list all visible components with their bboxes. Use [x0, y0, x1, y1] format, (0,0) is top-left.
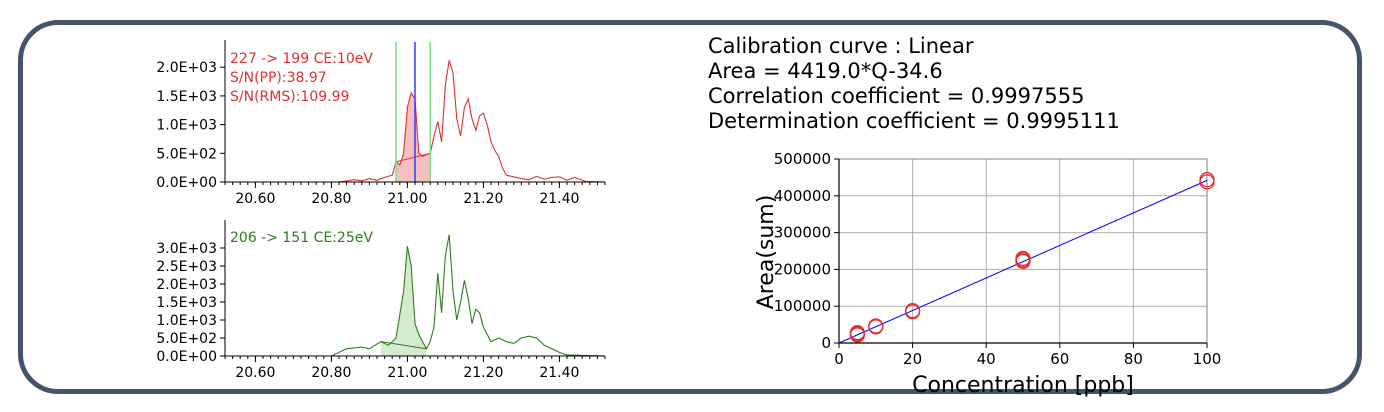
chrom1-x-tick-label-1: 20.80	[311, 191, 351, 207]
calib-point-4	[868, 318, 884, 334]
calibration-equation-text: Area = 4419.0*Q-34.6	[708, 59, 943, 83]
chrom2-y-tick-label-4: 2.0E+03	[156, 277, 217, 293]
chrom1-annotation-transition: 227 -> 199 CE:10eV	[230, 51, 373, 67]
calibration-chart: Concentration [ppb] Area(sum) 0100000200…	[754, 150, 1221, 398]
chrom2-y-tick-label-6: 3.0E+03	[156, 241, 217, 257]
chrom2-y-tick-label-2: 1.0E+03	[156, 313, 217, 329]
chrom1-y-tick-label-4: 2.0E+03	[156, 60, 217, 76]
calib-x-tick-label-1: 20	[903, 350, 922, 368]
calib-point-6	[904, 302, 921, 319]
calib-y-tick-label-3: 300000	[774, 224, 831, 242]
chrom2-x-tick-label-3: 21.20	[463, 365, 503, 381]
calib-fit-line	[838, 179, 1208, 344]
chrom1-x-tick-label-2: 21.00	[387, 191, 427, 207]
calib-y-tick-label-0: 0	[821, 334, 831, 352]
chrom1-x-tick-label-3: 21.20	[463, 191, 503, 207]
chrom1-y-tick-label-2: 1.0E+03	[156, 118, 217, 134]
chrom2-y-tick-label-0: 0.0E+00	[156, 349, 217, 365]
correlation-coefficient-text: Correlation coefficient = 0.9997555	[708, 84, 1084, 108]
rounded-frame	[18, 20, 1362, 394]
calib-x-tick-label-3: 60	[1050, 350, 1069, 368]
chrom1-y-tick-label-0: 0.0E+00	[156, 175, 217, 191]
chrom2-x-tick-label-0: 20.60	[235, 365, 275, 381]
chrom1-x-tick-label-4: 21.40	[539, 191, 579, 207]
chrom2-annotation-transition: 206 -> 151 CE:25eV	[230, 230, 373, 246]
chrom2-x-tick-label-4: 21.40	[539, 365, 579, 381]
calib-point-2	[849, 325, 866, 341]
chrom2-peak-area	[380, 246, 427, 356]
chrom1-x-tick-label-0: 20.60	[235, 191, 275, 207]
calib-y-tick-label-4: 400000	[774, 187, 831, 205]
calib-y-tick-label-5: 500000	[774, 150, 831, 168]
calib-y-tick-label-1: 100000	[774, 297, 831, 315]
calib-y-tick-label-2: 200000	[774, 260, 831, 278]
calib-point-11	[1199, 171, 1215, 188]
calib-point-9	[1015, 250, 1031, 267]
chrom2-trace	[225, 234, 606, 357]
chrom2-x-tick-label-1: 20.80	[311, 365, 351, 381]
chrom2-x-tick-label-2: 21.00	[387, 365, 427, 381]
calib-x-tick-label-5: 100	[1193, 350, 1222, 368]
calib-x-tick-label-4: 80	[1124, 350, 1143, 368]
chrom1-y-tick-label-3: 1.5E+03	[156, 89, 217, 105]
chrom2-y-tick-label-1: 5.0E+02	[156, 331, 217, 347]
chrom1-y-tick-label-1: 5.0E+02	[156, 146, 217, 162]
calib-x-tick-label-2: 40	[977, 350, 996, 368]
calibration-x-axis-title: Concentration [ppb]	[912, 373, 1134, 398]
chrom1-trace	[225, 60, 606, 183]
chromatogram-227-199: 227 -> 199 CE:10eV S/N(PP):38.97 S/N(RMS…	[156, 40, 606, 207]
calib-x-tick-label-0: 0	[834, 350, 844, 368]
determination-coefficient-text: Determination coefficient = 0.9995111	[708, 109, 1120, 133]
chrom2-y-tick-label-5: 2.5E+03	[156, 259, 217, 275]
chrom2-baseline	[380, 341, 427, 350]
chromatogram-206-151: 206 -> 151 CE:25eV 0.0E+00 5.0E+02 1.0E+03…	[156, 220, 606, 381]
chrom2-y-tick-label-3: 1.5E+03	[156, 295, 217, 311]
calib-point-1	[849, 326, 866, 342]
chrom1-annotation-sn-pp: S/N(PP):38.97	[230, 70, 327, 86]
chrom1-annotation-sn-rms: S/N(RMS):109.99	[230, 89, 349, 105]
calibration-info: Calibration curve : Linear Area = 4419.0…	[708, 34, 1120, 133]
calibration-y-axis-title: Area(sum)	[754, 195, 779, 310]
calibration-type-text: Calibration curve : Linear	[708, 34, 974, 58]
chrom1-peak-area	[396, 93, 431, 182]
